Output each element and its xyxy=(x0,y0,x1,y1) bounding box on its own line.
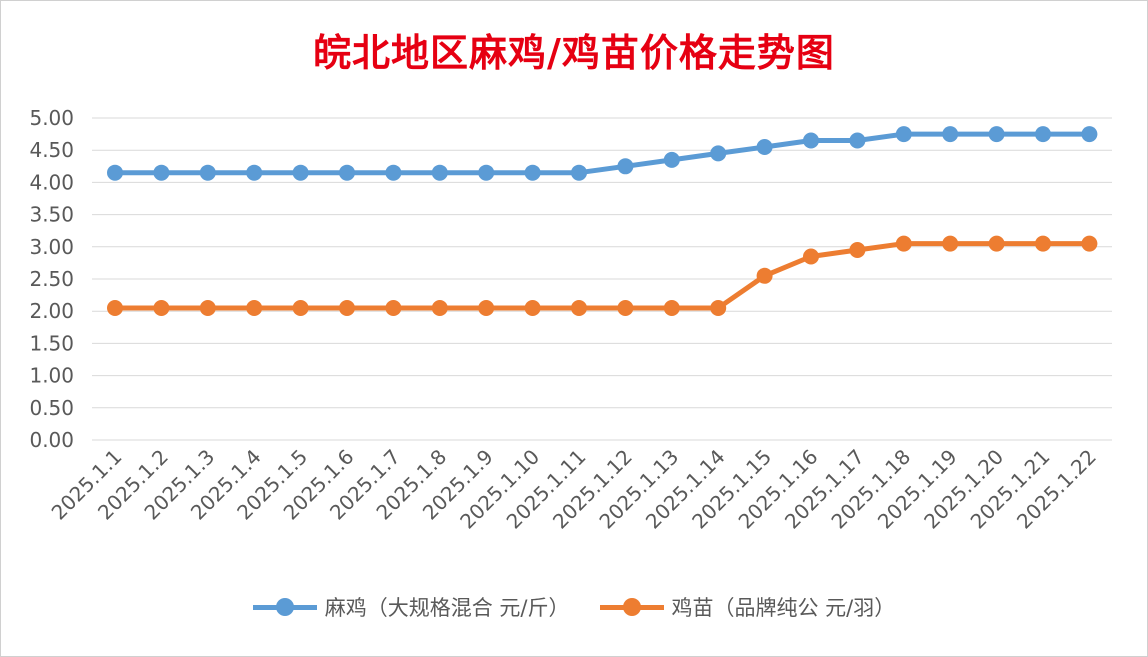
data-point[interactable] xyxy=(478,300,495,316)
data-point[interactable] xyxy=(988,235,1005,252)
data-point[interactable] xyxy=(1035,235,1051,252)
y-tick-label: 2.00 xyxy=(29,299,74,323)
y-tick-label: 0.50 xyxy=(29,396,74,420)
legend-swatch-series-1 xyxy=(252,597,317,617)
data-point[interactable] xyxy=(199,300,216,316)
data-point[interactable] xyxy=(107,164,123,181)
data-point[interactable] xyxy=(663,151,680,168)
y-tick-label: 4.50 xyxy=(29,138,74,162)
data-point[interactable] xyxy=(107,300,123,316)
series-line-2 xyxy=(112,241,1092,311)
series-points xyxy=(107,126,1098,316)
data-point[interactable] xyxy=(292,300,309,316)
y-tick-label: 2.50 xyxy=(29,267,74,291)
data-point[interactable] xyxy=(292,164,309,181)
data-point[interactable] xyxy=(524,300,541,316)
x-axis: 2025.1.12025.1.22025.1.32025.1.42025.1.5… xyxy=(47,445,1101,534)
y-tick-label: 5.00 xyxy=(29,106,74,130)
y-tick-label: 3.50 xyxy=(29,203,74,227)
data-point[interactable] xyxy=(803,248,819,265)
data-point[interactable] xyxy=(571,300,587,316)
y-tick-label: 1.00 xyxy=(29,364,74,388)
data-point[interactable] xyxy=(849,132,866,149)
series-lines xyxy=(112,131,1092,311)
legend-label-series-1: 麻鸡（大规格混合 元/斤） xyxy=(324,596,570,620)
data-point[interactable] xyxy=(431,164,448,181)
data-point[interactable] xyxy=(339,300,355,316)
data-point[interactable] xyxy=(710,145,727,162)
data-point[interactable] xyxy=(1081,235,1098,252)
data-point[interactable] xyxy=(849,242,866,258)
data-point[interactable] xyxy=(895,126,912,143)
data-point[interactable] xyxy=(478,164,495,181)
data-point[interactable] xyxy=(246,300,263,316)
data-point[interactable] xyxy=(617,158,634,175)
series-line-1 xyxy=(112,131,1092,176)
data-point[interactable] xyxy=(1035,126,1051,143)
data-point[interactable] xyxy=(385,300,402,316)
y-tick-label: 1.50 xyxy=(29,331,74,355)
data-point[interactable] xyxy=(617,300,634,316)
chart-title: 皖北地区麻鸡/鸡苗价格走势图 xyxy=(313,30,835,75)
legend-item-series-1[interactable]: 麻鸡（大规格混合 元/斤） xyxy=(252,592,570,622)
data-point[interactable] xyxy=(942,235,959,252)
data-point[interactable] xyxy=(571,164,587,181)
y-tick-label: 0.00 xyxy=(29,428,74,452)
legend-swatch-series-2 xyxy=(599,597,664,617)
data-point[interactable] xyxy=(942,126,959,143)
y-tick-label: 4.00 xyxy=(29,170,74,194)
gridlines xyxy=(92,117,1112,441)
data-point[interactable] xyxy=(524,164,541,181)
legend: 麻鸡（大规格混合 元/斤） 鸡苗（品牌纯公 元/羽） xyxy=(0,592,1148,622)
data-point[interactable] xyxy=(153,300,170,316)
legend-item-series-2[interactable]: 鸡苗（品牌纯公 元/羽） xyxy=(599,592,896,622)
data-point[interactable] xyxy=(339,164,355,181)
data-point[interactable] xyxy=(988,126,1005,143)
y-tick-label: 3.00 xyxy=(29,235,74,259)
data-point[interactable] xyxy=(756,267,773,284)
data-point[interactable] xyxy=(199,164,216,181)
legend-label-series-2: 鸡苗（品牌纯公 元/羽） xyxy=(671,596,896,620)
data-point[interactable] xyxy=(663,300,680,316)
data-point[interactable] xyxy=(431,300,448,316)
y-axis: 0.00 0.50 1.00 1.50 2.00 2.50 3.00 3.50 4.00 4.50… xyxy=(29,106,74,452)
data-point[interactable] xyxy=(246,164,263,181)
data-point[interactable] xyxy=(153,164,170,181)
data-point[interactable] xyxy=(756,139,773,155)
data-point[interactable] xyxy=(1081,126,1098,143)
data-point[interactable] xyxy=(803,132,819,149)
data-point[interactable] xyxy=(710,300,727,316)
data-point[interactable] xyxy=(385,164,402,181)
data-point[interactable] xyxy=(895,235,912,252)
